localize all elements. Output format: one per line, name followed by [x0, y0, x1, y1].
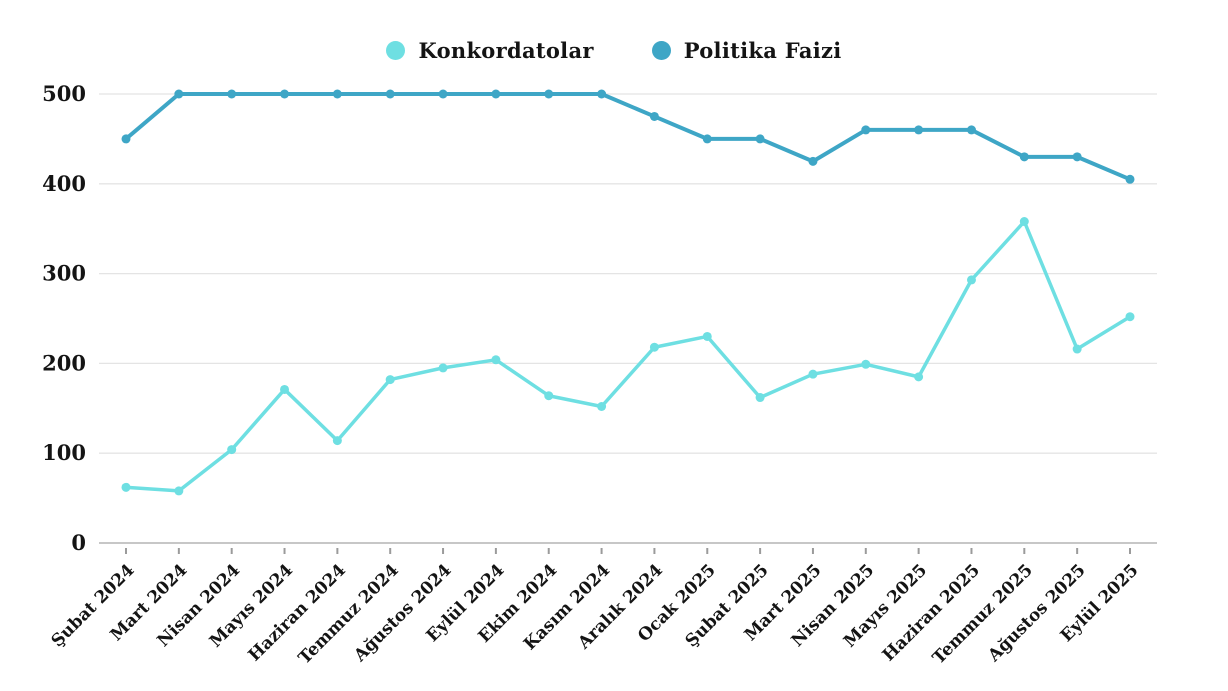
data-point-marker	[174, 486, 184, 496]
data-point-marker	[332, 436, 342, 446]
legend-swatch-politika-faizi-icon	[651, 41, 671, 60]
y-axis-tick-label: 300	[42, 261, 86, 286]
data-point-marker	[174, 89, 184, 99]
data-point-marker	[1019, 152, 1029, 162]
data-point-marker	[808, 369, 818, 379]
data-point-marker	[332, 89, 342, 99]
data-point-marker	[1019, 217, 1029, 227]
legend-item-konkordatolar[interactable]: Konkordatolar	[386, 38, 593, 63]
data-point-marker	[121, 134, 131, 144]
data-point-marker	[544, 391, 554, 401]
data-point-marker	[702, 331, 712, 341]
chart-legend: Konkordatolar Politika Faizi	[0, 38, 1228, 63]
y-axis-tick-label: 500	[42, 81, 86, 106]
data-point-marker	[385, 375, 395, 385]
data-point-marker	[808, 156, 818, 166]
data-point-marker	[702, 134, 712, 144]
data-point-marker	[966, 275, 976, 285]
y-axis-tick-label: 400	[42, 171, 86, 196]
x-axis-tick-label: Haziran 2024	[245, 560, 350, 665]
data-point-marker	[649, 342, 659, 352]
data-point-marker	[544, 89, 554, 99]
data-point-marker	[914, 372, 924, 382]
data-point-marker	[861, 125, 871, 135]
x-axis-tick-label: Ağustos 2024	[350, 560, 456, 666]
data-point-marker	[438, 89, 448, 99]
data-point-marker	[966, 125, 976, 135]
series-line-politika-faizi	[124, 92, 1132, 182]
data-point-marker	[1125, 174, 1135, 184]
data-point-marker	[597, 89, 607, 99]
data-point-marker	[1072, 152, 1082, 162]
legend-label-politika-faizi: Politika Faizi	[683, 38, 842, 63]
data-point-marker	[280, 384, 290, 394]
data-point-marker	[438, 363, 448, 373]
legend-swatch-konkordatolar-icon	[386, 41, 406, 60]
legend-label-konkordatolar: Konkordatolar	[418, 38, 594, 63]
y-axis-tick-label: 200	[42, 350, 86, 375]
data-point-marker	[491, 355, 501, 365]
data-point-marker	[227, 89, 237, 99]
data-point-marker	[280, 89, 290, 99]
series-line-konkordatolar	[124, 219, 1132, 493]
data-point-marker	[755, 134, 765, 144]
data-point-marker	[755, 393, 765, 403]
data-point-marker	[649, 111, 659, 121]
data-point-marker	[491, 89, 501, 99]
data-point-marker	[861, 359, 871, 369]
y-axis-tick-label: 100	[42, 440, 86, 465]
data-point-marker	[914, 125, 924, 135]
x-axis-tick-label: Haziran 2025	[879, 560, 984, 665]
legend-item-politika-faizi[interactable]: Politika Faizi	[651, 38, 842, 63]
data-point-marker	[385, 89, 395, 99]
y-axis-tick-label: 0	[71, 530, 86, 555]
data-point-marker	[121, 482, 131, 492]
data-point-marker	[1072, 344, 1082, 354]
data-point-marker	[597, 402, 607, 412]
x-axis-tick-label: Ağustos 2025	[984, 560, 1090, 666]
data-point-marker	[1125, 312, 1135, 322]
data-point-marker	[227, 445, 237, 455]
